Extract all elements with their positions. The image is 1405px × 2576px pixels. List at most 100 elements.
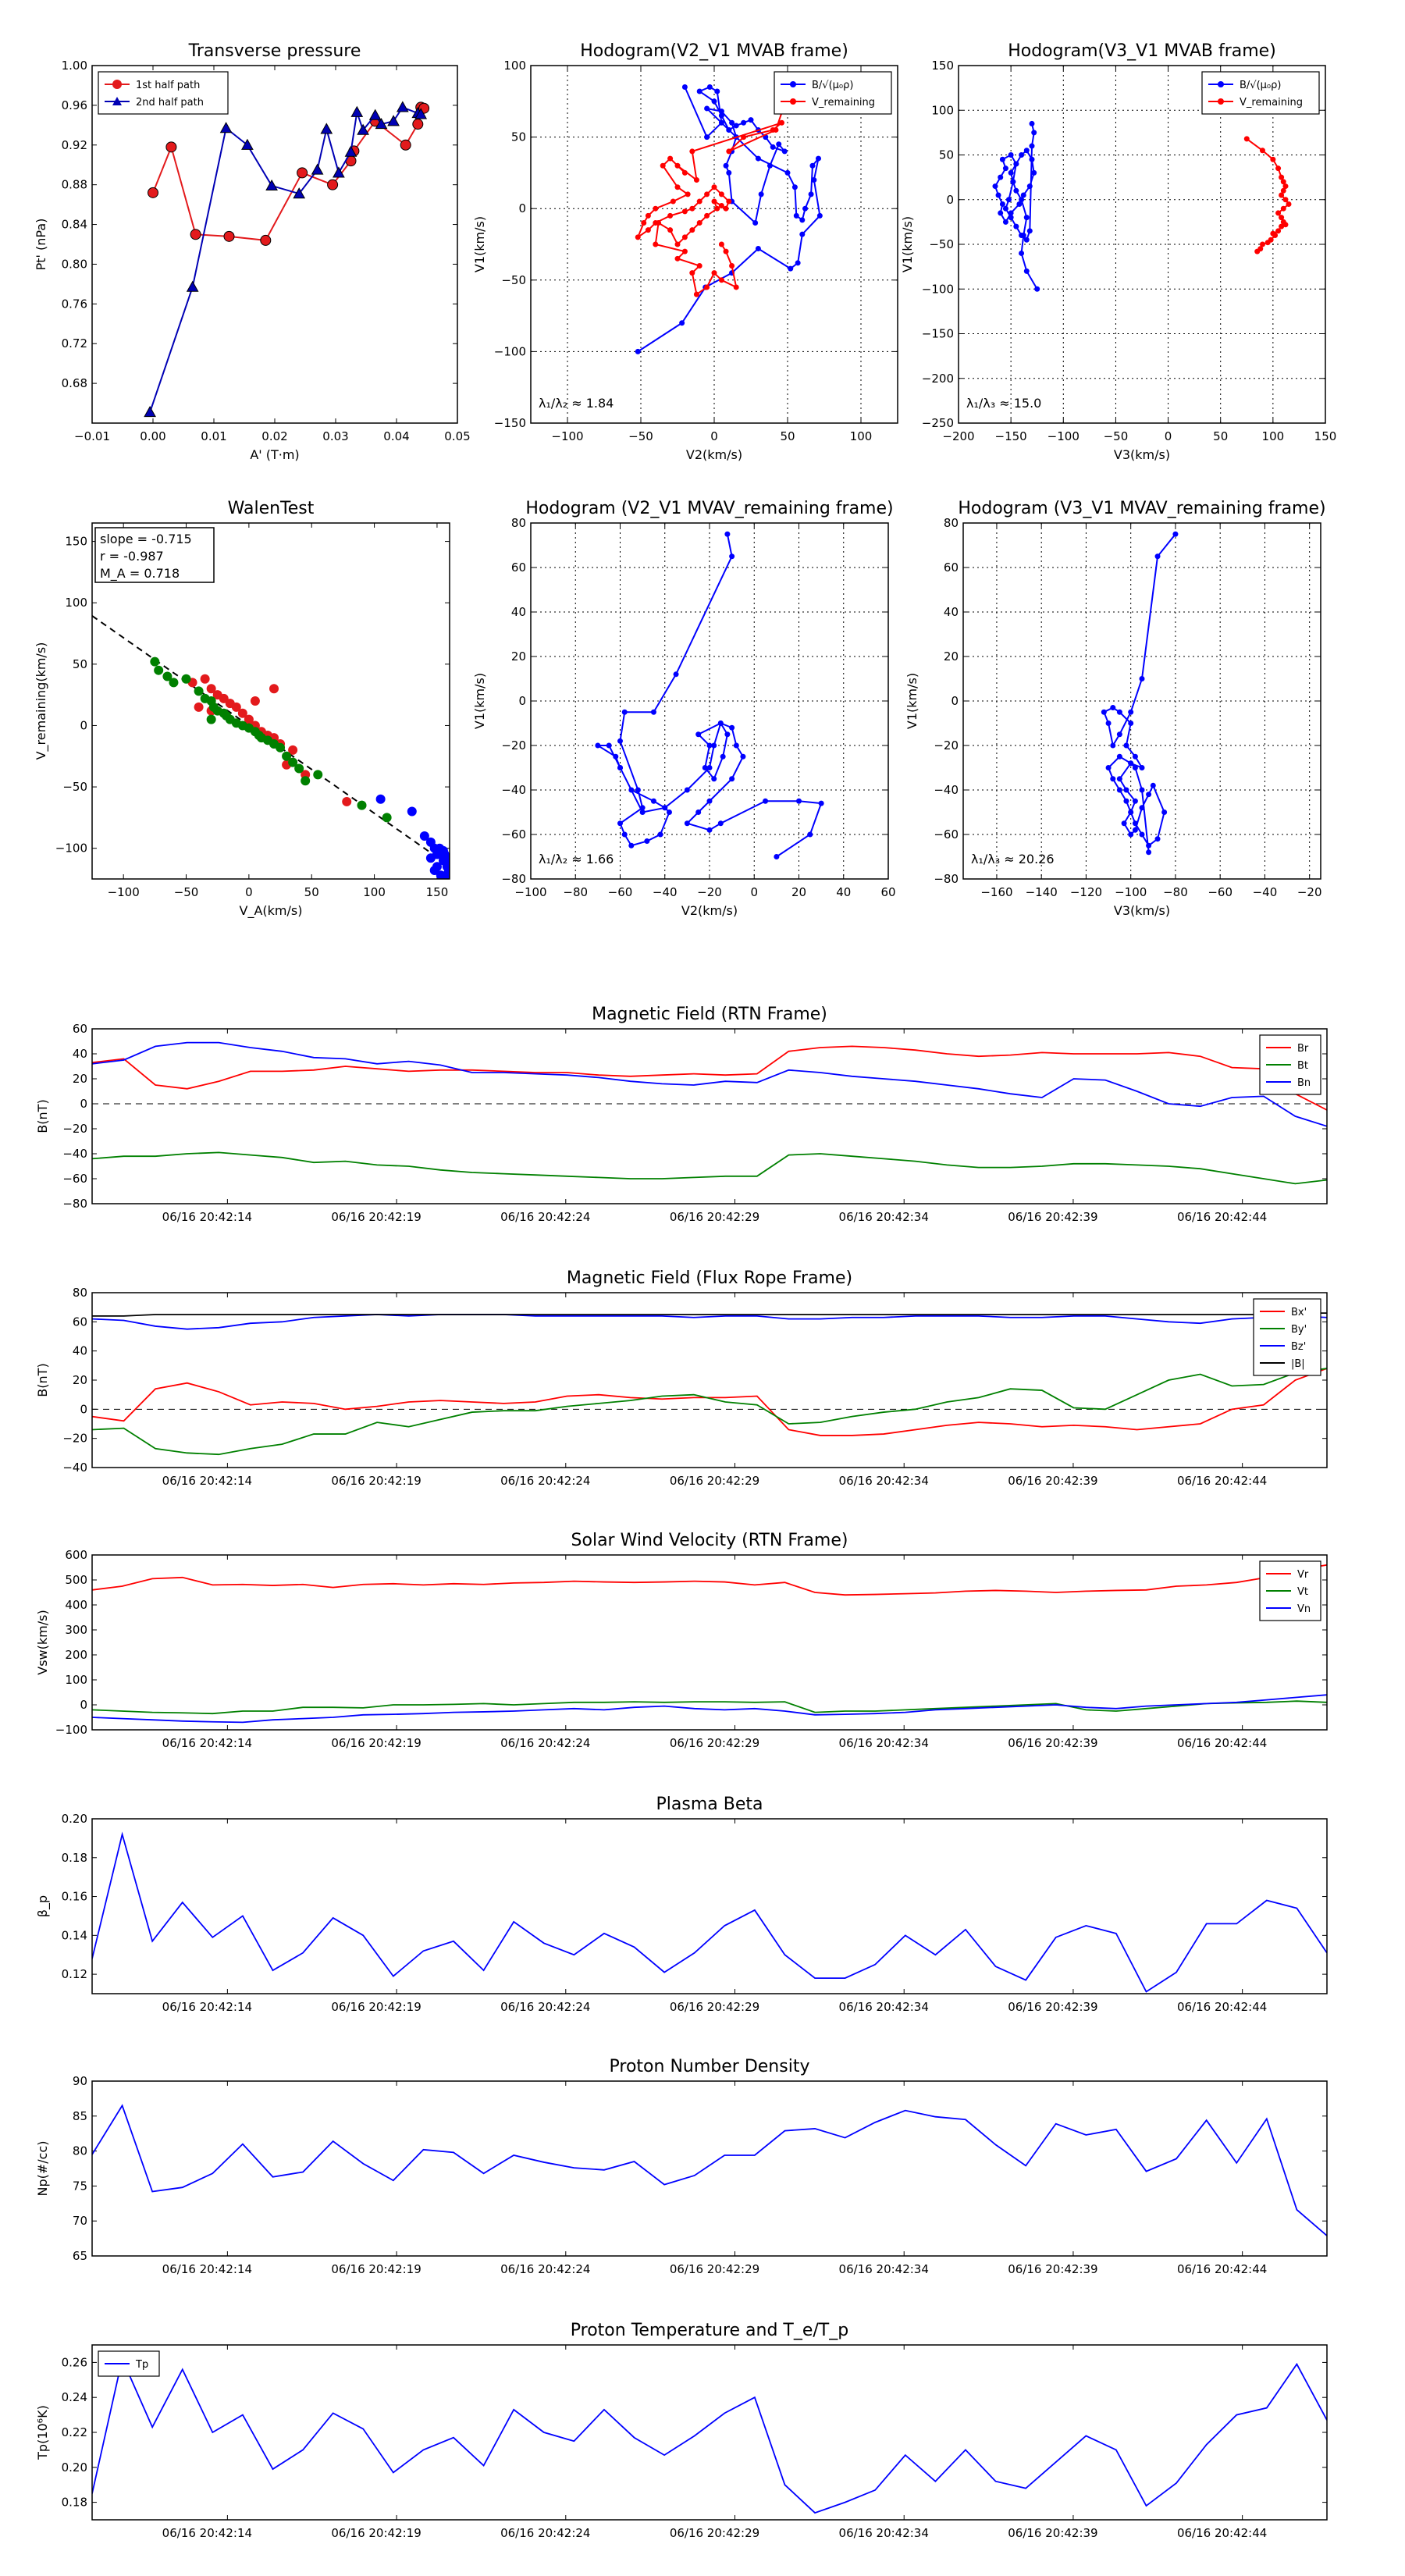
- data-point: [1026, 228, 1033, 234]
- annotation: λ₁/λ₂ ≈ 1.84: [539, 396, 614, 411]
- y-tick-label: −50: [929, 237, 954, 251]
- legend-box: [1253, 1298, 1321, 1376]
- x-tick-label: −20: [1297, 885, 1322, 899]
- data-point: [241, 138, 254, 150]
- plot-frame: [91, 1292, 1328, 1468]
- x-tick-label: 06/16 20:42:14: [162, 1210, 252, 1224]
- x-tick-label: 06/16 20:42:29: [670, 1210, 759, 1224]
- data-point: [200, 674, 210, 684]
- x-tick-label: 0: [1165, 429, 1172, 443]
- data-point: [689, 270, 695, 276]
- y-tick-label: 600: [65, 1548, 87, 1562]
- y-tick-label: 40: [944, 605, 959, 619]
- x-tick-label: 06/16 20:42:44: [1177, 1736, 1267, 1750]
- x-tick-label: 0.05: [444, 429, 470, 443]
- data-point: [674, 255, 681, 262]
- data-point: [696, 220, 702, 226]
- data-point: [706, 765, 713, 770]
- data-point: [802, 205, 809, 212]
- legend-label: 2nd half path: [136, 97, 204, 109]
- y-axis-label: V1(km/s): [472, 673, 487, 729]
- data-point: [1008, 152, 1014, 158]
- x-tick-label: −120: [1070, 885, 1102, 899]
- legend-label: By': [1291, 1324, 1307, 1336]
- data-point: [1116, 787, 1122, 793]
- data-point: [621, 709, 628, 715]
- x-tick-label: 06/16 20:42:34: [839, 2526, 929, 2540]
- x-tick-label: −80: [563, 885, 588, 899]
- data-point: [350, 105, 364, 117]
- data-point: [639, 805, 646, 811]
- data-point: [733, 284, 739, 290]
- plot-area: [595, 531, 824, 859]
- y-tick-label: 80: [944, 516, 959, 530]
- data-point: [770, 126, 776, 133]
- x-tick-label: 150: [426, 885, 449, 899]
- legend-box: [774, 71, 892, 115]
- plot-frame: [962, 522, 1321, 880]
- y-tick-label: −40: [62, 1147, 87, 1161]
- x-tick-label: 100: [363, 885, 386, 899]
- y-tick-label: 0.12: [62, 1967, 87, 1981]
- legend-label: Br: [1297, 1043, 1309, 1055]
- x-tick-label: 06/16 20:42:34: [839, 1210, 929, 1224]
- data-point: [1110, 776, 1116, 782]
- plot-area: [992, 120, 1292, 292]
- data-point: [282, 751, 292, 761]
- x-tick-label: 100: [1262, 429, 1285, 443]
- data-point: [770, 144, 776, 150]
- data-point: [711, 270, 717, 276]
- y-tick-label: 65: [73, 2249, 87, 2263]
- data-point: [793, 212, 799, 219]
- legend-label: Vt: [1297, 1586, 1308, 1598]
- y-tick-label: 0.72: [62, 336, 87, 350]
- y-tick-label: 0.16: [62, 1890, 87, 1904]
- data-point: [755, 155, 761, 162]
- chart-p9: Solar Wind Velocity (RTN Frame) −100 0 100 2…: [35, 1531, 1328, 1750]
- legend-marker: [790, 98, 796, 105]
- data-point: [748, 117, 754, 123]
- data-point: [606, 742, 612, 749]
- y-tick-label: 80: [73, 1286, 87, 1300]
- x-tick-label: 50: [780, 429, 795, 443]
- x-tick-label: 06/16 20:42:19: [331, 2262, 421, 2276]
- x-tick-label: 06/16 20:42:24: [500, 1210, 590, 1224]
- x-tick-label: −40: [1253, 885, 1278, 899]
- x-tick-label: 06/16 20:42:14: [162, 2262, 252, 2276]
- data-point: [645, 212, 651, 219]
- data-point: [653, 241, 659, 247]
- data-point: [313, 770, 323, 780]
- x-tick-label: −100: [1048, 429, 1080, 443]
- legend-label: Bt: [1297, 1060, 1308, 1072]
- y-tick-label: −20: [62, 1122, 87, 1136]
- y-tick-label: −80: [501, 872, 526, 886]
- data-point: [194, 702, 204, 712]
- y-axis-label: β_p: [35, 1895, 51, 1917]
- series-line-0: [637, 86, 821, 353]
- chart-p1: Transverse pressure 0.68 0.72 0.76 0.80 0.84 0…: [34, 41, 471, 462]
- y-tick-label: −20: [934, 738, 959, 753]
- data-point: [1279, 174, 1285, 180]
- y-tick-label: 0.68: [62, 376, 87, 390]
- data-point: [674, 241, 681, 247]
- x-tick-label: −20: [697, 885, 722, 899]
- y-tick-label: 0: [518, 201, 526, 215]
- legend-label: Bx': [1291, 1307, 1307, 1318]
- x-axis-label: V2(km/s): [686, 447, 742, 462]
- y-tick-label: −100: [494, 344, 526, 358]
- data-point: [1275, 165, 1282, 172]
- x-tick-label: −100: [1115, 885, 1147, 899]
- data-point: [723, 162, 729, 169]
- y-tick-label: 0.24: [62, 2390, 87, 2404]
- data-point: [796, 798, 802, 804]
- y-tick-label: 40: [511, 605, 526, 619]
- chart-p8: Magnetic Field (Flux Rope Frame) −40 −20 0 2…: [35, 1268, 1328, 1488]
- x-tick-label: 0.02: [261, 429, 287, 443]
- data-point: [1023, 237, 1030, 243]
- data-point: [1146, 842, 1152, 849]
- data-point: [711, 776, 717, 782]
- data-point: [1139, 765, 1145, 770]
- data-point: [375, 794, 386, 804]
- data-point: [729, 724, 735, 731]
- data-point: [181, 674, 191, 684]
